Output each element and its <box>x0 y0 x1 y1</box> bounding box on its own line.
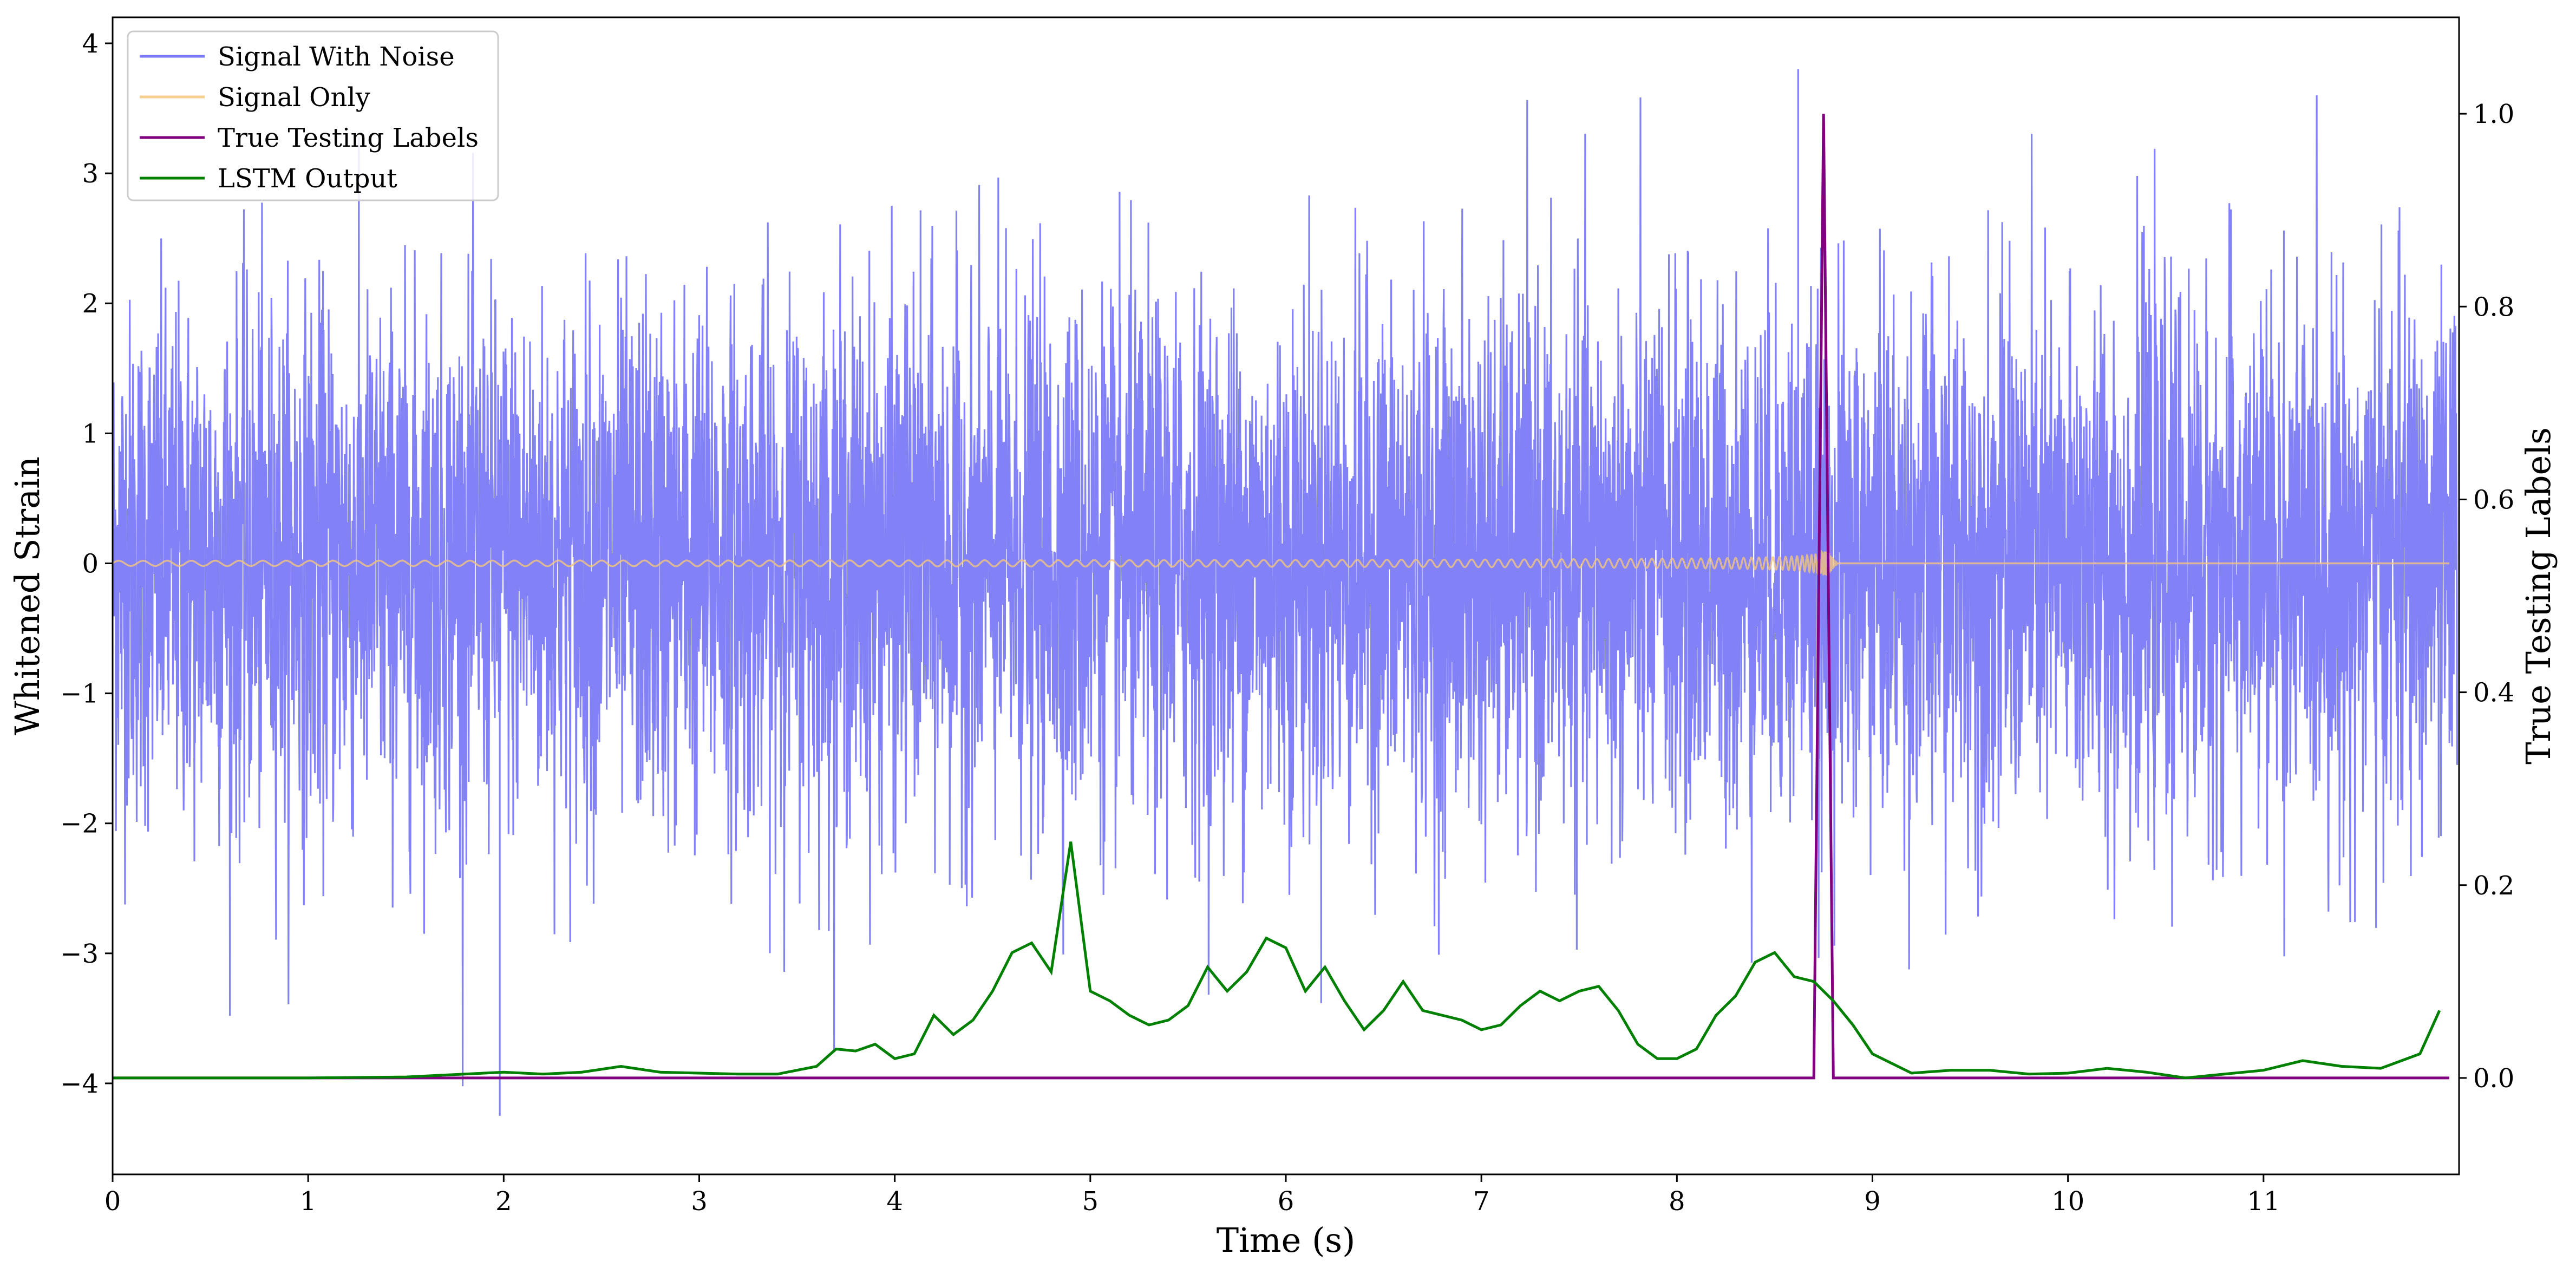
legend-label: LSTM Output <box>218 164 397 194</box>
series-true-testing-labels <box>113 114 2449 1080</box>
y-left-tick-label: −1 <box>60 679 99 709</box>
x-tick-label: 3 <box>691 1186 708 1217</box>
y-right-tick-label: 1.0 <box>2473 99 2514 129</box>
x-tick-label: 2 <box>495 1186 512 1217</box>
x-tick-label: 7 <box>1473 1186 1490 1217</box>
legend-label: Signal With Noise <box>218 42 455 72</box>
x-axis-title: Time (s) <box>1217 1220 1356 1260</box>
legend-box <box>127 30 499 201</box>
y-left-tick-label: 0 <box>82 548 99 579</box>
plot-area <box>113 69 2458 1116</box>
x-tick-label: 10 <box>2051 1186 2084 1217</box>
x-tick-label: 5 <box>1082 1186 1099 1217</box>
y-right-tick-label: 0.2 <box>2473 871 2514 901</box>
y-right-axis-title: True Testing Labels <box>2519 427 2558 765</box>
y-right-tick-label: 0.0 <box>2473 1063 2514 1094</box>
legend: Signal With Noise Signal Only True Testing… <box>127 30 499 201</box>
x-tick-label: 9 <box>1864 1186 1881 1217</box>
legend-label: True Testing Labels <box>218 123 479 153</box>
legend-label: Signal Only <box>218 82 370 113</box>
series-signal-only <box>113 550 2449 576</box>
y-right-tick-label: 0.4 <box>2473 678 2514 708</box>
y-left-tick-label: 2 <box>82 289 99 319</box>
y-left-tick-label: 3 <box>82 159 99 189</box>
series-lstm-output <box>113 841 2441 1080</box>
x-tick-label: 6 <box>1278 1186 1294 1217</box>
y-right-tick-label: 0.6 <box>2473 485 2514 515</box>
axes: 0 1 2 3 4 5 6 7 8 9 10 11 −4 −3 −2 −1 0 1 2 3 4 0.0 0.2 0.4 0.6 0… <box>8 16 2558 1260</box>
y-left-axis-title: Whitened Strain <box>8 456 47 735</box>
x-tick-label: 1 <box>300 1186 317 1217</box>
x-tick-label: 0 <box>104 1186 121 1217</box>
x-tick-label: 4 <box>886 1186 903 1217</box>
y-left-tick-label: −3 <box>60 939 99 969</box>
y-left-tick-label: −2 <box>60 809 99 839</box>
y-right-tick-label: 0.8 <box>2473 292 2514 322</box>
series-signal-with-noise <box>113 69 2458 1116</box>
x-tick-label: 8 <box>1669 1186 1685 1217</box>
y-left-tick-label: −4 <box>60 1069 99 1099</box>
x-tick-label: 11 <box>2247 1186 2280 1217</box>
y-left-tick-label: 1 <box>82 419 99 449</box>
y-left-tick-label: 4 <box>82 29 99 59</box>
